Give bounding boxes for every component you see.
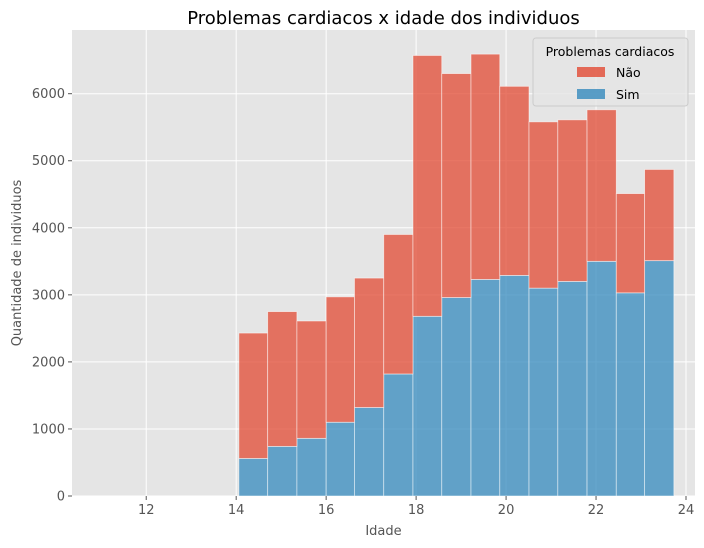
bar-nao <box>325 296 355 423</box>
y-tick-label: 4000 <box>32 221 65 236</box>
bar-nao <box>296 320 327 439</box>
legend-title: Problemas cardiacos <box>546 44 675 59</box>
bar-nao <box>615 193 646 294</box>
y-tick-label: 5000 <box>32 154 65 169</box>
bar-nao <box>412 55 443 317</box>
legend-swatch-sim <box>577 89 605 99</box>
legend: Problemas cardiacos Não Sim <box>532 37 689 107</box>
x-tick-label: 12 <box>138 503 155 518</box>
bars <box>238 53 675 497</box>
bar-sim <box>412 315 443 497</box>
bar-nao <box>470 53 501 280</box>
bar-sim <box>470 279 501 497</box>
legend-label-sim: Sim <box>616 87 640 102</box>
bar-nao <box>354 277 385 408</box>
bar-sim <box>441 297 472 497</box>
bar-sim <box>383 373 414 497</box>
legend-label-nao: Não <box>616 65 641 80</box>
bar-nao <box>644 169 675 262</box>
bar-nao <box>383 234 414 375</box>
x-tick-label: 16 <box>318 503 335 518</box>
y-tick-label: 6000 <box>32 87 65 102</box>
bar-sim <box>238 458 269 497</box>
bar-sim <box>325 421 355 497</box>
bar-sim <box>267 445 298 497</box>
legend-box <box>532 37 689 107</box>
x-tick-label: 22 <box>588 503 605 518</box>
x-tick-label: 18 <box>408 503 425 518</box>
x-axis-label: Idade <box>365 524 401 539</box>
bar-nao <box>528 121 559 289</box>
bar-sim <box>615 292 646 497</box>
legend-swatch-nao <box>577 67 605 77</box>
bar-sim <box>557 281 588 497</box>
x-tick-label: 24 <box>678 503 695 518</box>
bar-sim <box>644 260 675 497</box>
x-ticks: 12 14 16 18 20 22 24 <box>138 496 694 518</box>
y-ticks: 0 1000 2000 3000 4000 5000 6000 <box>32 87 72 505</box>
bar-nao <box>441 73 472 298</box>
x-tick-label: 14 <box>228 503 245 518</box>
y-tick-label: 3000 <box>32 288 65 303</box>
chart-title: Problemas cardiacos x idade dos individu… <box>187 8 580 29</box>
bar-nao <box>499 85 530 276</box>
y-tick-label: 1000 <box>32 422 65 437</box>
y-axis-label: Quantidade de individuos <box>10 179 25 346</box>
bar-sim <box>586 260 617 497</box>
bar-sim <box>296 437 327 497</box>
y-tick-label: 2000 <box>32 355 65 370</box>
x-tick-label: 20 <box>498 503 515 518</box>
bar-sim <box>354 407 385 497</box>
bar-sim <box>528 287 559 497</box>
bar-nao <box>557 119 588 282</box>
bar-nao <box>586 109 617 262</box>
bar-nao <box>238 332 269 459</box>
y-tick-label: 0 <box>57 490 65 505</box>
bar-nao <box>267 311 298 447</box>
bar-sim <box>499 275 530 497</box>
